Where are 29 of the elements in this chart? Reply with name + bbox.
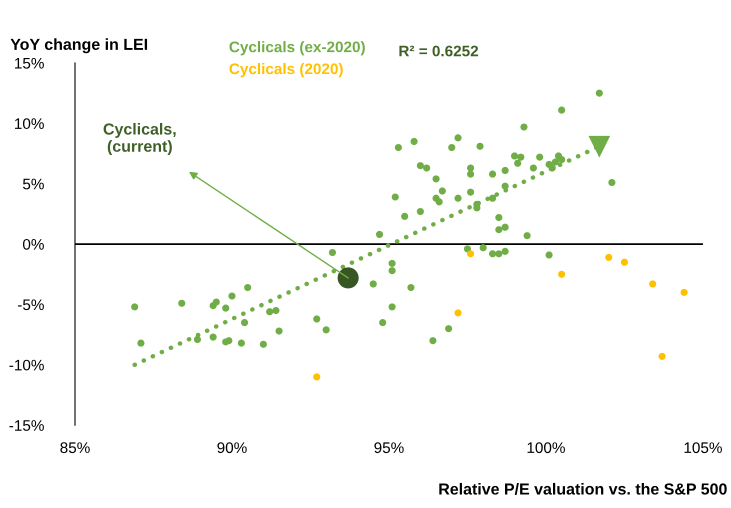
y-tick-label: -5%: [18, 299, 44, 310]
point: [605, 254, 612, 261]
y-tick-label: 5%: [22, 178, 44, 190]
annotation: Cyclicals, (current): [104, 122, 176, 156]
y-tick-label: 10%: [15, 118, 44, 130]
point: [649, 280, 656, 288]
y-axis-title: YoY change in LEI: [10, 38, 148, 54]
x-tick-label: 90%: [217, 442, 247, 454]
point: [313, 373, 320, 380]
x-tick-label: 100%: [528, 442, 565, 454]
x-tick-label: 105%: [684, 442, 722, 454]
y-tick-label: 0%: [22, 238, 44, 250]
point: [620, 258, 628, 266]
text: Cyclicals (2020): [229, 62, 343, 78]
point: [467, 250, 474, 258]
point: [658, 352, 666, 360]
point: [558, 270, 566, 278]
y-tick-label: 15%: [15, 58, 44, 69]
point: [680, 288, 688, 296]
text: R² = 0.6252: [399, 46, 478, 56]
y-tick-label: -10%: [9, 360, 44, 371]
x-tick-label: 85%: [60, 442, 90, 454]
point: [588, 136, 610, 157]
x-tick-label: 95%: [374, 442, 404, 454]
text: Cyclicals (ex-2020): [229, 41, 365, 56]
point: [338, 267, 359, 288]
point: [454, 309, 462, 316]
x-axis-title: Relative P/E valuation vs. the S&P 500: [439, 482, 727, 495]
y-tick-label: -15%: [9, 420, 44, 431]
